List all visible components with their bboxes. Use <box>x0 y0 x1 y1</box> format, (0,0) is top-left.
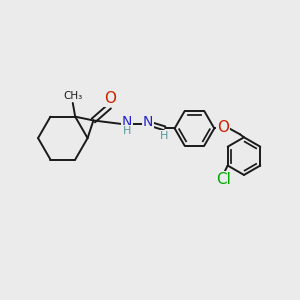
Text: N: N <box>143 116 153 129</box>
Text: CH₃: CH₃ <box>63 91 82 101</box>
Text: Cl: Cl <box>216 172 231 187</box>
Text: N: N <box>122 116 132 129</box>
Text: H: H <box>160 131 168 141</box>
Text: O: O <box>104 91 116 106</box>
Text: O: O <box>217 120 229 135</box>
Text: H: H <box>123 126 131 136</box>
